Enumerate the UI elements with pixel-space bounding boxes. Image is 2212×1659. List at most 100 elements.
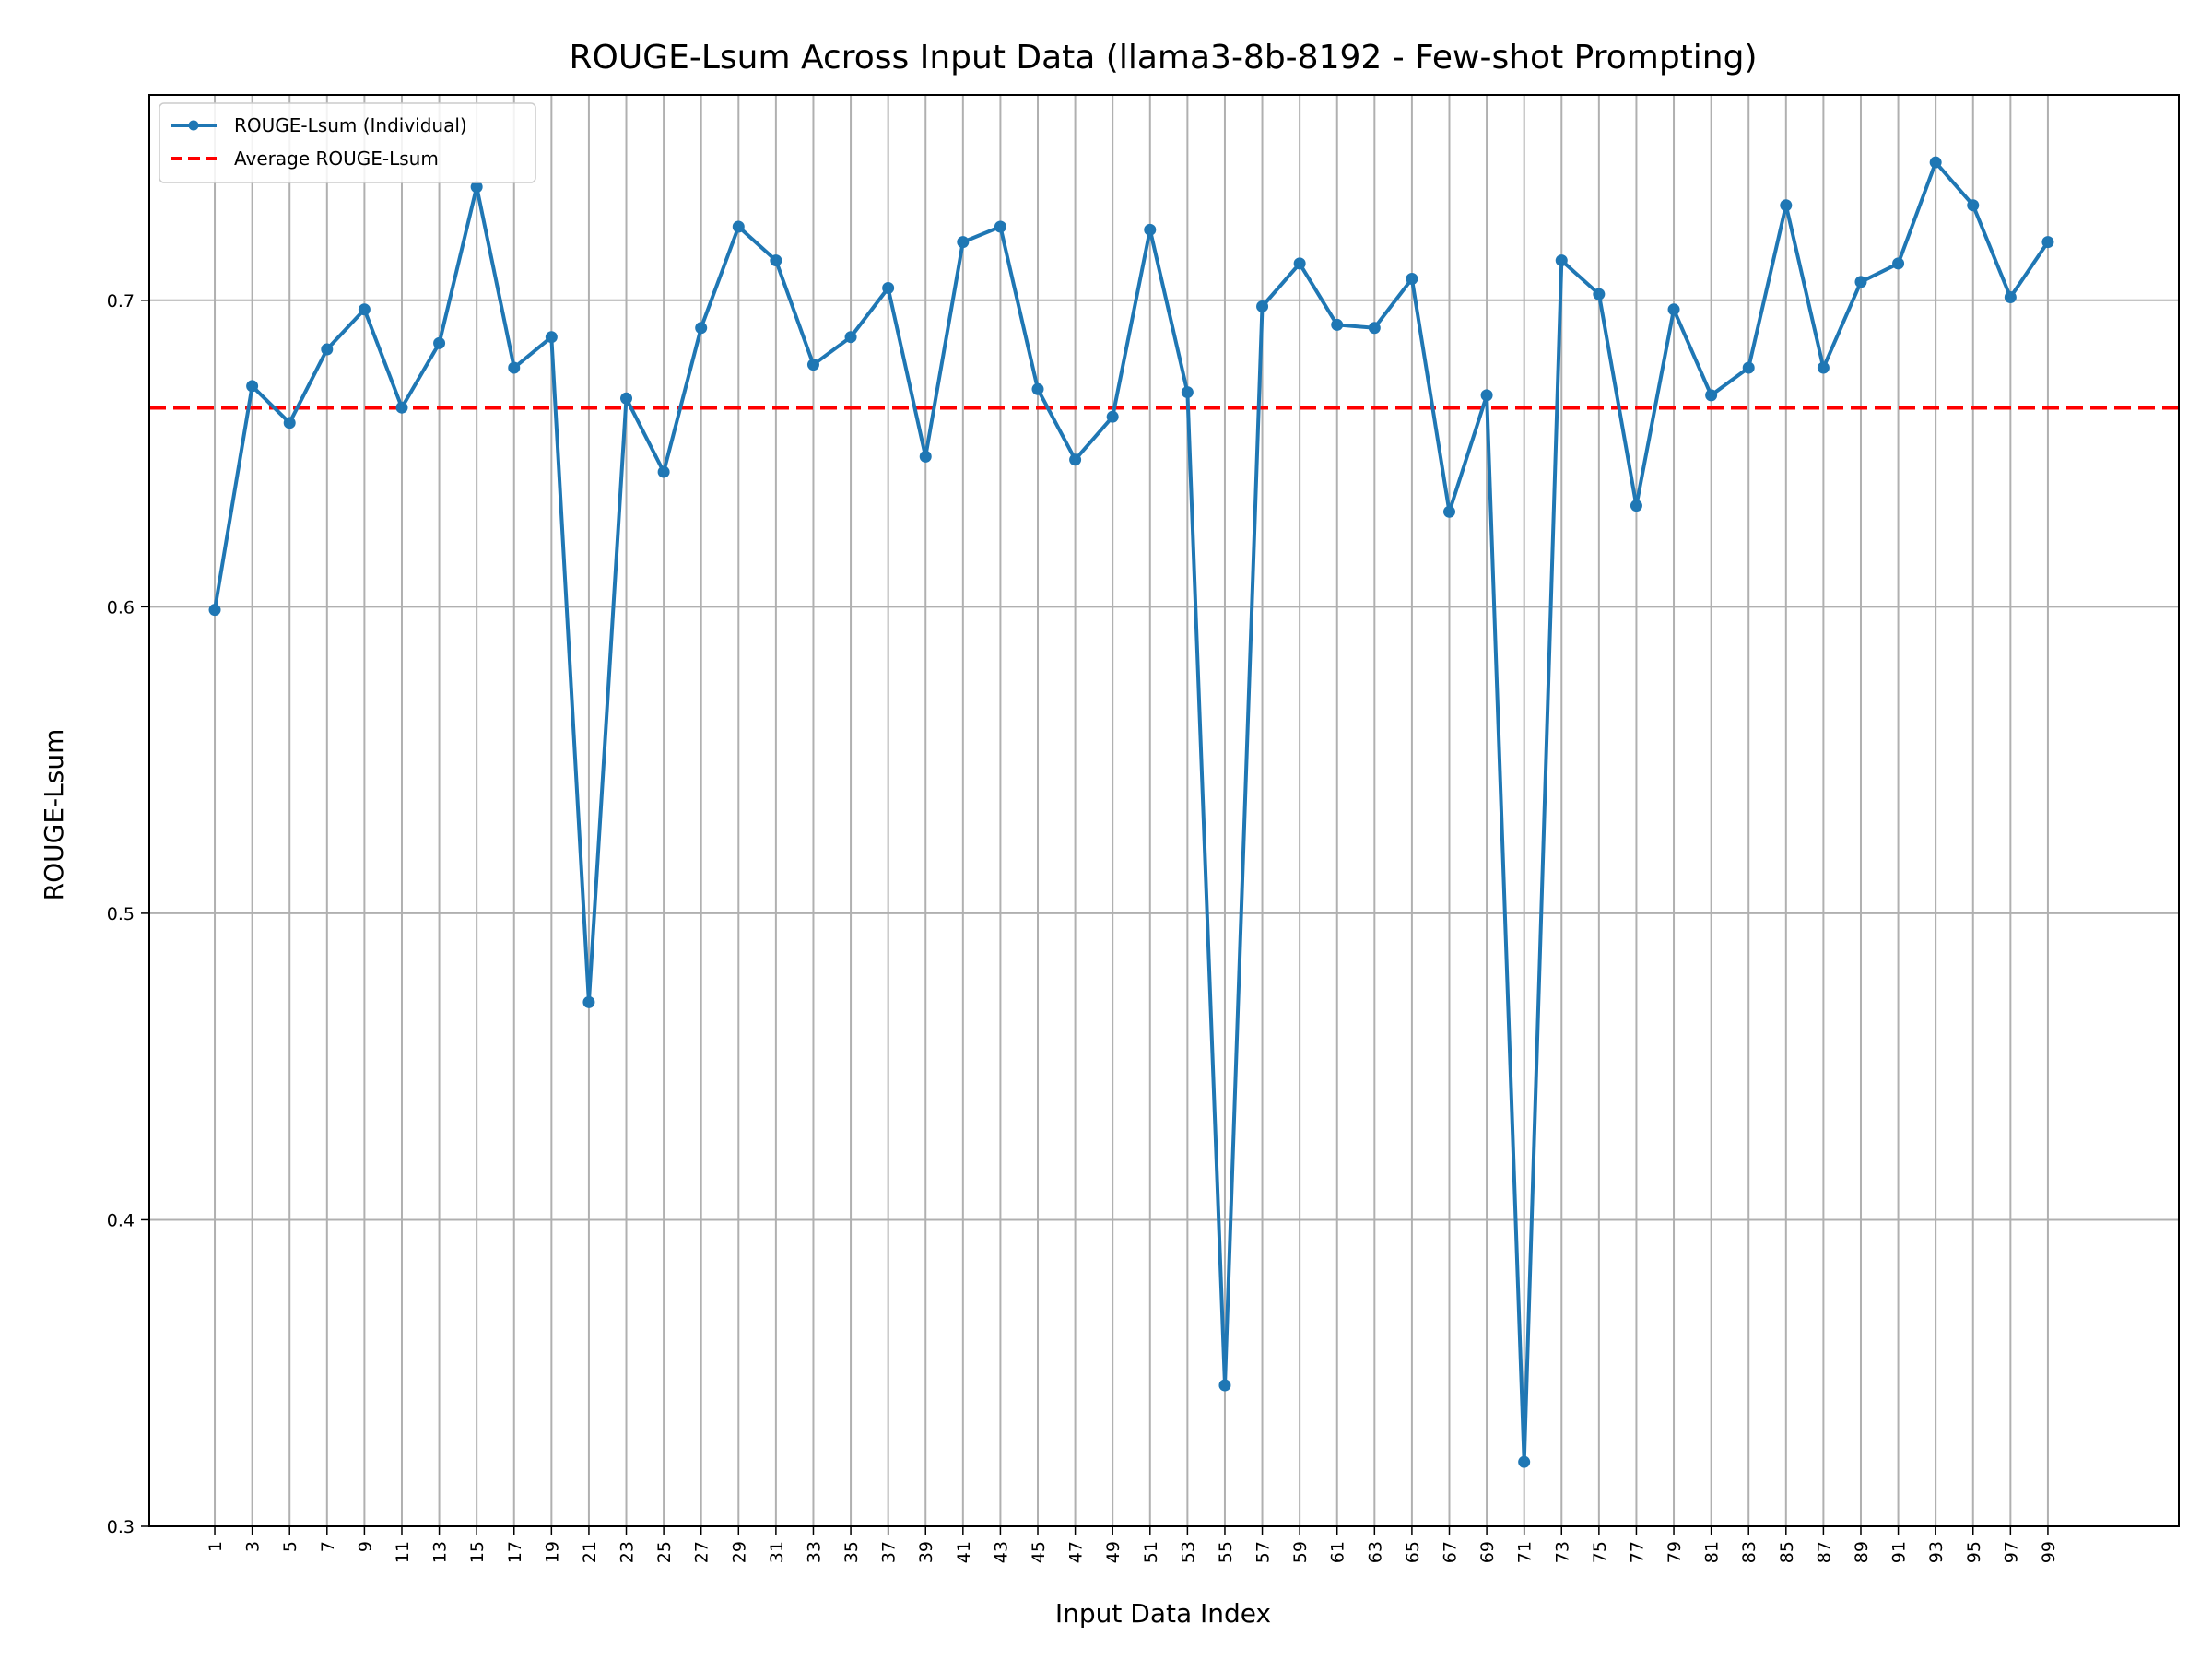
x-tick-label: 91 bbox=[1889, 1541, 1910, 1563]
x-tick-label: 39 bbox=[916, 1541, 936, 1563]
x-tick-label: 45 bbox=[1029, 1541, 1049, 1563]
data-point bbox=[957, 236, 970, 249]
data-point bbox=[882, 282, 895, 295]
x-tick-label: 79 bbox=[1665, 1541, 1685, 1563]
x-tick-label: 29 bbox=[729, 1541, 749, 1563]
x-tick-label: 87 bbox=[1814, 1541, 1834, 1563]
data-point bbox=[770, 254, 782, 267]
x-tick-label: 13 bbox=[430, 1541, 451, 1563]
x-tick-label: 71 bbox=[1515, 1541, 1535, 1563]
plot-frame bbox=[148, 94, 2180, 1527]
x-tick-label: 43 bbox=[991, 1541, 1011, 1563]
x-tick-label: 5 bbox=[280, 1541, 300, 1552]
data-point bbox=[545, 331, 558, 344]
x-tick-label: 93 bbox=[1926, 1541, 1947, 1563]
x-tick-label: 7 bbox=[318, 1541, 338, 1552]
x-tick-label: 73 bbox=[1552, 1541, 1572, 1563]
x-tick-label: 49 bbox=[1103, 1541, 1124, 1563]
series-line-individual bbox=[213, 160, 2050, 1465]
y-tick-label: 0.4 bbox=[107, 1210, 135, 1230]
data-point bbox=[1331, 318, 1344, 331]
data-point bbox=[1144, 223, 1157, 236]
data-point bbox=[1256, 300, 1269, 312]
x-tick-label: 89 bbox=[1852, 1541, 1872, 1563]
x-tick-label: 37 bbox=[879, 1541, 900, 1563]
x-tick-label: 17 bbox=[505, 1541, 525, 1563]
x-tick-label: 65 bbox=[1403, 1541, 1423, 1563]
data-point bbox=[508, 361, 521, 374]
data-point bbox=[1892, 257, 1905, 270]
x-tick-label: 95 bbox=[1964, 1541, 1984, 1563]
x-tick-label: 47 bbox=[1066, 1541, 1087, 1563]
data-point bbox=[1106, 410, 1119, 423]
data-point bbox=[1705, 389, 1718, 402]
data-point bbox=[1031, 382, 1044, 395]
x-tick-label: 41 bbox=[954, 1541, 974, 1563]
data-point bbox=[732, 220, 745, 233]
x-tick-label: 27 bbox=[692, 1541, 712, 1563]
x-tick-label: 81 bbox=[1702, 1541, 1723, 1563]
x-tick-label: 59 bbox=[1290, 1541, 1311, 1563]
x-tick-label: 57 bbox=[1253, 1541, 1274, 1563]
x-tick-label: 11 bbox=[393, 1541, 413, 1563]
data-point bbox=[246, 380, 259, 393]
data-point bbox=[433, 336, 446, 349]
x-tick-label: 3 bbox=[243, 1541, 264, 1552]
data-point bbox=[1854, 276, 1867, 288]
data-point bbox=[1817, 361, 1830, 374]
x-tick-label: 33 bbox=[804, 1541, 824, 1563]
x-tick-label: 61 bbox=[1328, 1541, 1348, 1563]
x-tick-label: 97 bbox=[2001, 1541, 2021, 1563]
data-point bbox=[919, 450, 932, 463]
data-point bbox=[620, 392, 633, 405]
data-point bbox=[283, 417, 296, 429]
data-point bbox=[208, 604, 221, 617]
data-point bbox=[470, 181, 483, 194]
data-point bbox=[2004, 290, 2017, 303]
plot-layer bbox=[149, 156, 2179, 1468]
x-tick-label: 55 bbox=[1216, 1541, 1236, 1563]
legend-label-individual: ROUGE-Lsum (Individual) bbox=[234, 114, 467, 136]
data-point bbox=[1780, 199, 1793, 212]
x-tick-label: 19 bbox=[542, 1541, 562, 1563]
x-tick-label: 23 bbox=[618, 1541, 638, 1563]
data-point bbox=[582, 995, 595, 1008]
data-point bbox=[1667, 303, 1680, 316]
data-point bbox=[1480, 389, 1493, 402]
y-tick-label: 0.3 bbox=[107, 1517, 135, 1537]
legend-label-average: Average ROUGE-Lsum bbox=[234, 147, 439, 170]
x-tick-label: 75 bbox=[1590, 1541, 1610, 1563]
data-point bbox=[1406, 273, 1418, 286]
x-tick-label: 69 bbox=[1477, 1541, 1498, 1563]
y-tick-label: 0.7 bbox=[107, 291, 135, 312]
data-point bbox=[806, 359, 819, 371]
x-tick-label: 51 bbox=[1141, 1541, 1161, 1563]
x-tick-label: 99 bbox=[2039, 1541, 2059, 1563]
chart-title: ROUGE-Lsum Across Input Data (llama3-8b-… bbox=[569, 39, 1757, 76]
data-point bbox=[994, 220, 1006, 233]
data-point bbox=[657, 465, 670, 478]
x-tick-label: 53 bbox=[1178, 1541, 1198, 1563]
data-point bbox=[695, 322, 708, 335]
x-tick-label: 9 bbox=[355, 1541, 375, 1552]
legend-marker-individual bbox=[188, 120, 199, 131]
data-point bbox=[1181, 386, 1194, 399]
x-tick-label: 35 bbox=[841, 1541, 862, 1563]
x-tick-label: 25 bbox=[654, 1541, 675, 1563]
data-point bbox=[321, 343, 334, 356]
data-point bbox=[1742, 361, 1755, 374]
data-point bbox=[1555, 254, 1568, 267]
data-point bbox=[1293, 257, 1306, 270]
data-point bbox=[358, 303, 371, 316]
y-axis-label: ROUGE-Lsum bbox=[39, 729, 69, 901]
data-point bbox=[1069, 453, 1082, 466]
x-tick-label: 67 bbox=[1440, 1541, 1460, 1563]
x-tick-label: 31 bbox=[767, 1541, 787, 1563]
x-tick-label: 83 bbox=[1739, 1541, 1759, 1563]
data-point bbox=[1967, 199, 1980, 212]
x-tick-label: 63 bbox=[1365, 1541, 1385, 1563]
x-tick-label: 21 bbox=[580, 1541, 600, 1563]
data-point bbox=[395, 401, 408, 414]
